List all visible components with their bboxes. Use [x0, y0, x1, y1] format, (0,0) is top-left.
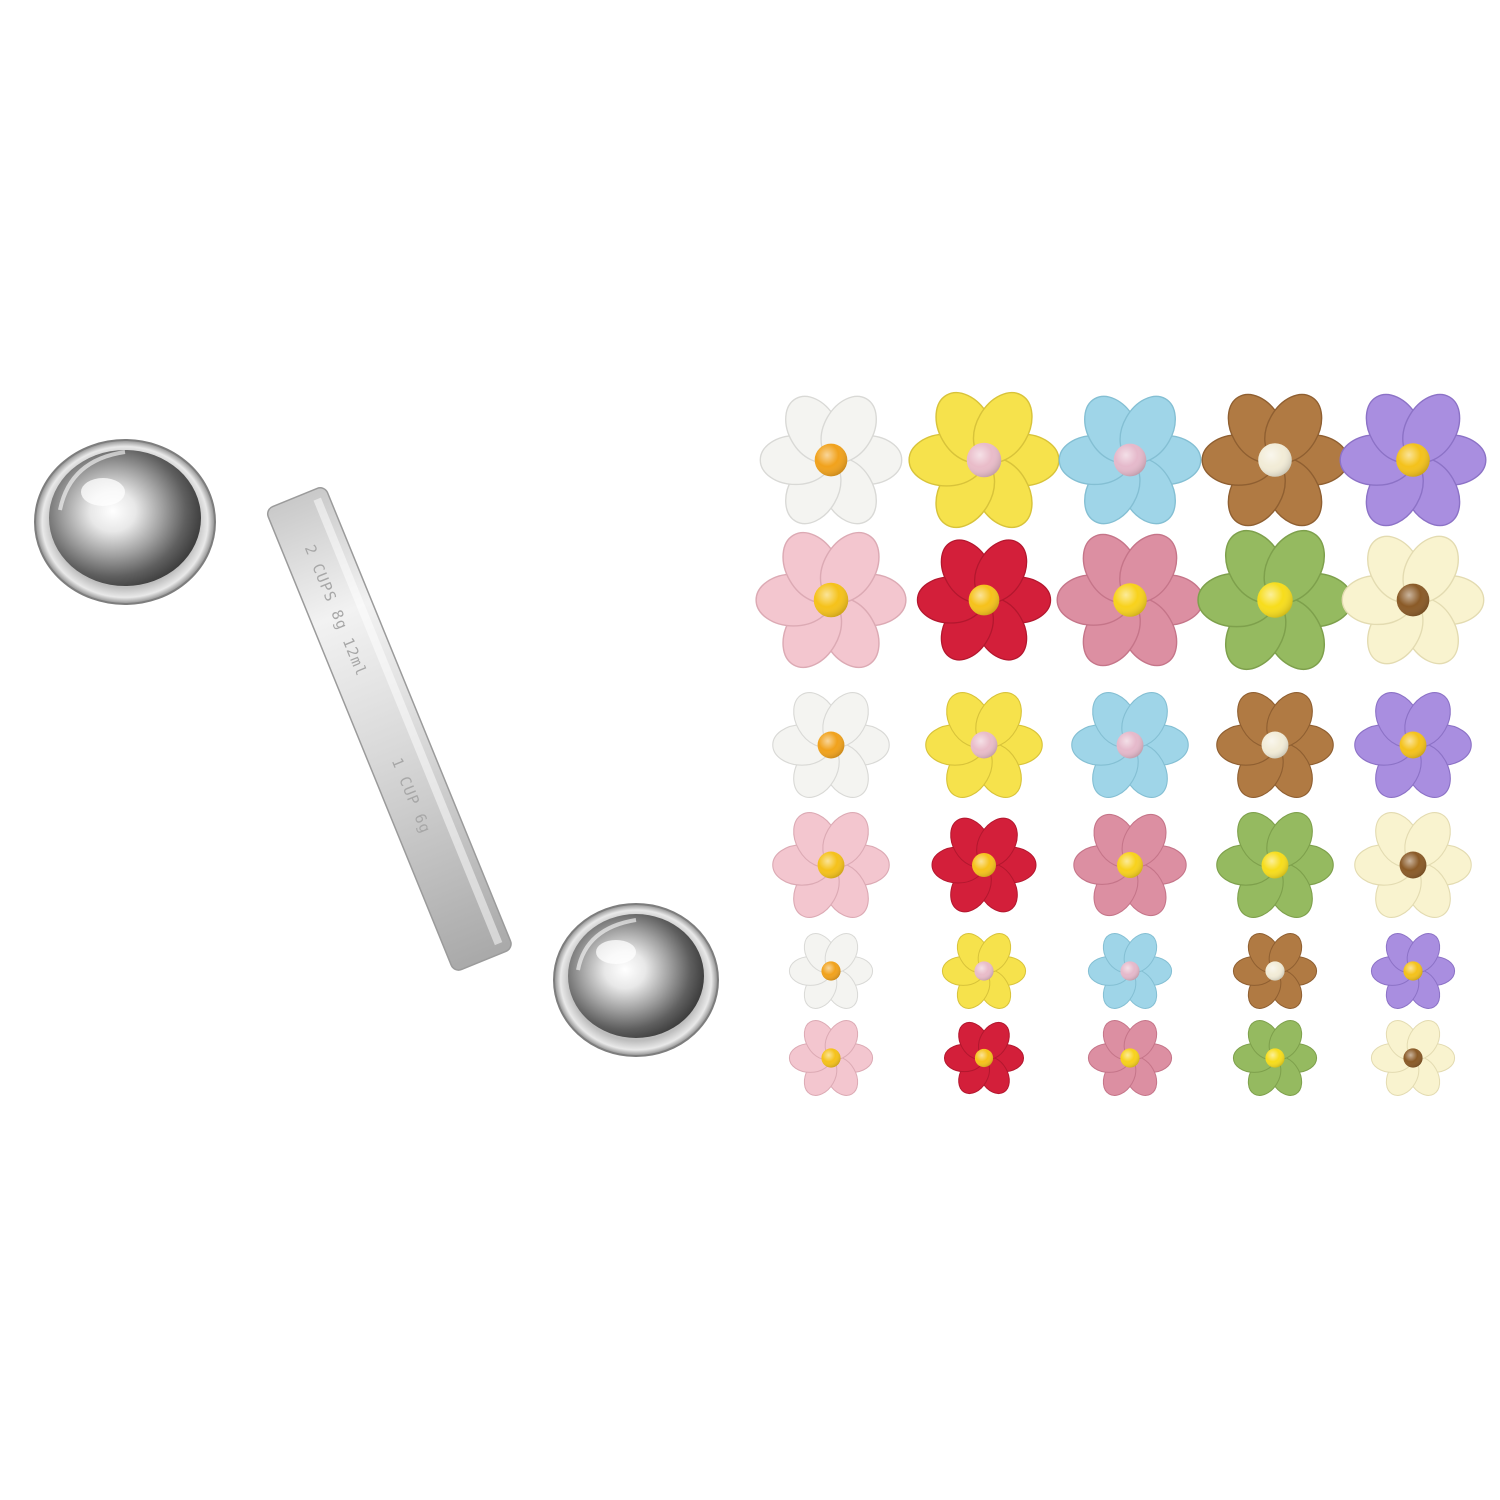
flower-white: [772, 692, 890, 798]
flower-blue: [1087, 933, 1173, 1009]
flower-center-shine: [1257, 582, 1293, 618]
flower-center-shine: [817, 851, 845, 879]
flower-purple: [1354, 692, 1472, 798]
spoon-bowl-large: [34, 439, 216, 605]
flower-center-shine: [1403, 961, 1423, 981]
flower-yellow: [908, 391, 1060, 529]
flower-center-shine: [1265, 961, 1285, 981]
flower-cream: [1370, 1020, 1456, 1096]
flower-blue: [1071, 692, 1189, 798]
flower-center-shine: [817, 731, 845, 759]
flower-center-shine: [1258, 443, 1292, 477]
flower-center-shine: [1261, 851, 1289, 879]
flower-center-shine: [1396, 443, 1430, 477]
flower-center-shine: [1399, 731, 1427, 759]
flower-brown: [1232, 933, 1318, 1009]
flower-center-shine: [821, 961, 841, 981]
flower-center-shine: [1396, 583, 1430, 617]
measuring-spoon: 2 CUPS 8g 12ml 1 CUP 6g: [34, 439, 719, 1057]
flower-center-shine: [821, 1048, 841, 1068]
flower-center-shine: [972, 853, 996, 877]
flower-red: [931, 817, 1037, 913]
flower-brown: [1216, 692, 1334, 798]
flower-center-shine: [1399, 851, 1427, 879]
flower-center-shine: [1116, 731, 1144, 759]
flower-purple: [1370, 933, 1456, 1009]
flower-center-shine: [1265, 1048, 1285, 1068]
flower-cream: [1341, 535, 1485, 665]
flower-red: [916, 539, 1052, 661]
flower-center-shine: [1117, 852, 1143, 878]
flower-white: [788, 933, 874, 1009]
flower-pink: [755, 531, 907, 669]
flower-yellow: [941, 933, 1027, 1009]
flower-center-shine: [974, 1048, 994, 1068]
flower-red: [943, 1021, 1025, 1095]
flower-white: [759, 395, 903, 525]
flower-blue: [1058, 395, 1202, 525]
flower-rose: [1056, 533, 1204, 667]
flower-center-shine: [974, 961, 994, 981]
sugar-flower-grid: [755, 391, 1487, 1096]
flower-center-shine: [1120, 1048, 1140, 1068]
flower-green: [1232, 1020, 1318, 1096]
flower-center-shine: [813, 582, 849, 618]
flower-center-shine: [1113, 583, 1147, 617]
flower-brown: [1201, 393, 1349, 527]
flower-yellow: [925, 692, 1043, 798]
flower-cream: [1354, 812, 1472, 918]
flower-center-shine: [1120, 961, 1140, 981]
flower-center-shine: [814, 443, 848, 477]
flower-rose: [1073, 813, 1187, 917]
flower-center-shine: [1261, 731, 1289, 759]
flower-green: [1197, 530, 1353, 670]
flower-center-shine: [1113, 443, 1147, 477]
flower-rose: [1087, 1020, 1173, 1096]
spoon-handle: [266, 487, 512, 971]
flower-center-shine: [1403, 1048, 1423, 1068]
flower-center-shine: [968, 584, 1000, 616]
spoon-bowl-small: [553, 903, 719, 1057]
flower-center-shine: [970, 731, 998, 759]
flower-center-shine: [966, 442, 1002, 478]
flower-pink: [788, 1020, 874, 1096]
flower-purple: [1339, 393, 1487, 527]
flower-green: [1216, 812, 1334, 918]
flower-pink: [772, 812, 890, 918]
